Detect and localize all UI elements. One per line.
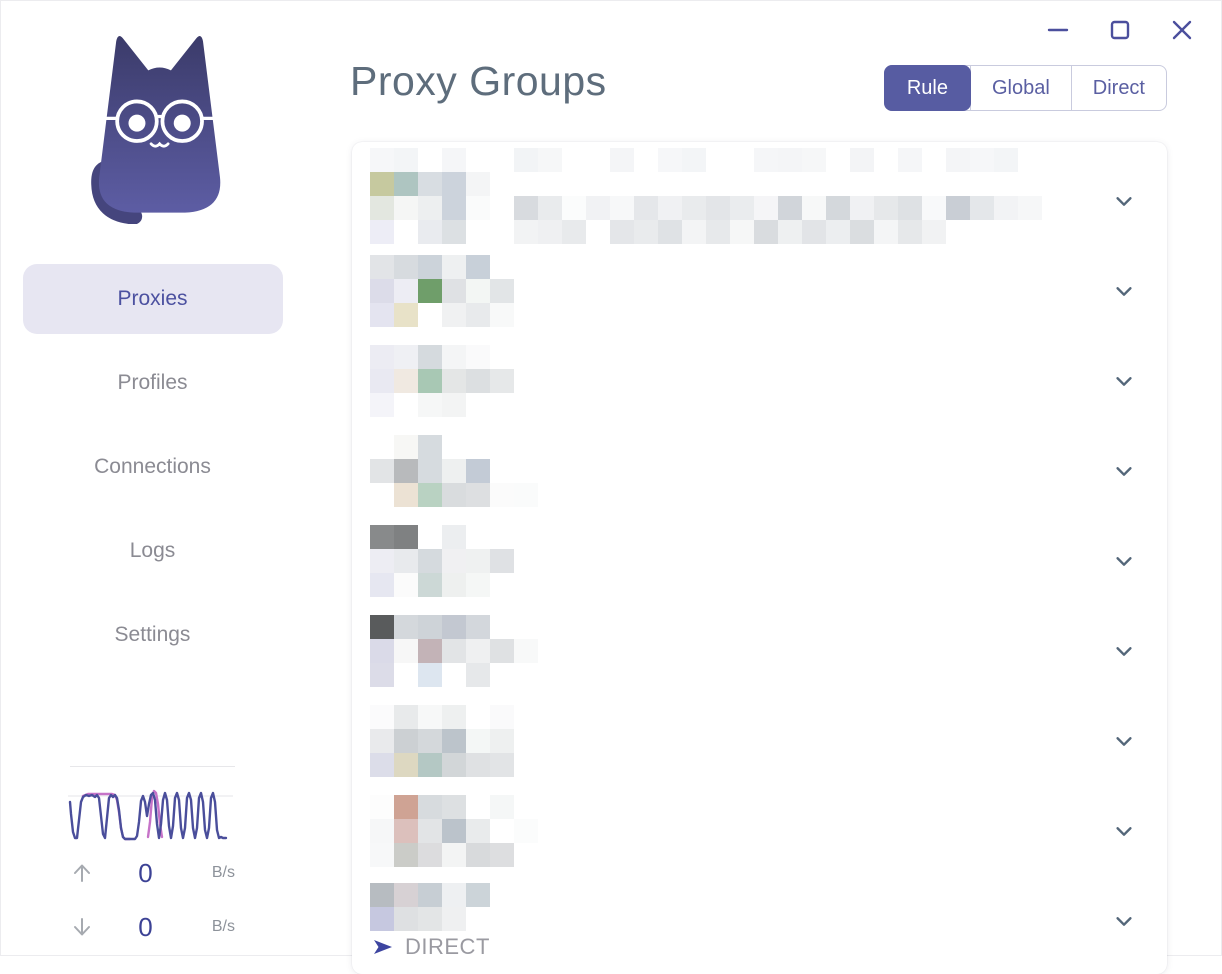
mode-global-button[interactable]: Global: [969, 66, 1071, 110]
window-controls: [1044, 16, 1196, 44]
proxy-group-row[interactable]: DIRECT: [352, 876, 1167, 966]
proxy-group-row[interactable]: [352, 246, 1167, 336]
chevron-down-icon[interactable]: [1113, 280, 1135, 302]
minimize-button[interactable]: [1044, 16, 1072, 44]
proxy-group-row[interactable]: [352, 142, 1167, 246]
chevron-down-icon[interactable]: [1113, 460, 1135, 482]
redacted-group-info: [370, 525, 514, 597]
redacted-group-info: [370, 148, 1042, 244]
download-speed-value: 0: [138, 911, 153, 942]
chevron-down-icon[interactable]: [1113, 730, 1135, 752]
chevron-down-icon[interactable]: [1113, 190, 1135, 212]
chevron-down-icon[interactable]: [1113, 640, 1135, 662]
traffic-panel: 0 B/s 0 B/s: [0, 766, 305, 956]
clash-cat-logo-icon: [90, 35, 220, 224]
app-logo: [0, 0, 305, 224]
sidebar-item-logs[interactable]: Logs: [129, 539, 176, 562]
mode-toggle: Rule Global Direct: [883, 65, 1167, 111]
page-title: Proxy Groups: [350, 58, 607, 104]
chevron-down-icon[interactable]: [1113, 370, 1135, 392]
sidebar: Proxies Profiles Connections Logs Settin…: [0, 0, 305, 956]
chevron-down-icon[interactable]: [1113, 820, 1135, 842]
divider: [70, 766, 235, 767]
proxy-group-row[interactable]: [352, 516, 1167, 606]
chevron-down-icon[interactable]: [1113, 550, 1135, 572]
traffic-upload-row: 0 B/s: [70, 858, 235, 888]
minimize-icon: [1047, 28, 1069, 32]
upload-speed-unit: B/s: [211, 864, 235, 881]
redacted-group-info: [370, 705, 514, 777]
close-button[interactable]: [1168, 16, 1196, 44]
proxy-group-row[interactable]: [352, 786, 1167, 876]
sidebar-item-profiles[interactable]: Profiles: [117, 371, 188, 394]
redacted-group-info: [370, 882, 490, 931]
maximize-icon: [1110, 20, 1130, 40]
proxy-group-row[interactable]: [352, 696, 1167, 786]
chevron-down-icon[interactable]: [1113, 910, 1135, 932]
selected-proxy-label: DIRECT: [405, 933, 490, 959]
redacted-group-info: [370, 345, 514, 417]
proxy-group-row[interactable]: [352, 336, 1167, 426]
mode-direct-button[interactable]: Direct: [1070, 66, 1166, 110]
upload-arrow-icon: [74, 864, 90, 882]
upload-speed-value: 0: [138, 857, 153, 888]
mode-rule-button[interactable]: Rule: [883, 65, 971, 111]
sidebar-nav: Proxies Profiles Connections Logs Settin…: [0, 264, 305, 670]
redacted-group-info: [370, 795, 538, 867]
proxy-group-row[interactable]: [352, 606, 1167, 696]
proxy-group-row[interactable]: [352, 426, 1167, 516]
download-arrow-icon: [74, 918, 90, 936]
download-speed-unit: B/s: [211, 918, 235, 935]
redacted-group-info: [370, 255, 514, 327]
sidebar-item-connections[interactable]: Connections: [94, 455, 211, 478]
traffic-graph: [68, 786, 234, 846]
selected-proxy-line: DIRECT: [370, 934, 490, 960]
close-icon: [1172, 20, 1192, 40]
sidebar-item-proxies[interactable]: Proxies: [22, 264, 283, 334]
sidebar-item-settings[interactable]: Settings: [114, 623, 191, 646]
traffic-download-row: 0 B/s: [70, 912, 235, 942]
proxy-group-list: DIRECT: [352, 142, 1167, 974]
maximize-button[interactable]: [1106, 16, 1134, 44]
redacted-group-info: [370, 435, 538, 507]
redacted-group-info: [370, 615, 538, 687]
current-proxy-arrow-icon: [374, 939, 392, 954]
